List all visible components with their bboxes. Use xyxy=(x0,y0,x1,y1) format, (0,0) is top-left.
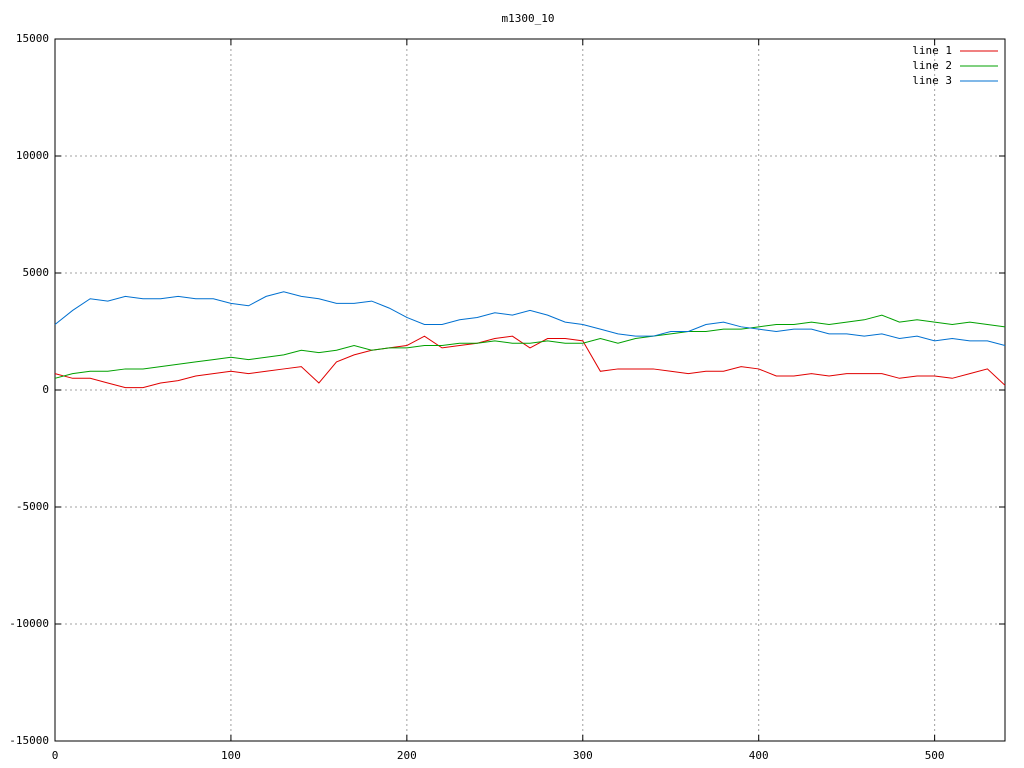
x-tick-label: 200 xyxy=(397,749,417,762)
x-tick-label: 0 xyxy=(52,749,59,762)
y-tick-label: 10000 xyxy=(16,149,49,162)
x-tick-label: 300 xyxy=(573,749,593,762)
data-line xyxy=(54,291,1006,347)
x-tick-label: 100 xyxy=(221,749,241,762)
data-line xyxy=(54,314,1006,379)
y-tick-label: 0 xyxy=(42,383,49,396)
y-tick-label: -15000 xyxy=(9,734,49,747)
legend-label: line 2 xyxy=(912,59,952,72)
x-tick-label: 400 xyxy=(749,749,769,762)
legend-label: line 1 xyxy=(912,44,952,57)
data-line xyxy=(54,335,1006,389)
y-tick-label: -5000 xyxy=(16,500,49,513)
chart-title: m1300_10 xyxy=(502,12,555,25)
y-tick-label: 5000 xyxy=(23,266,50,279)
y-tick-label: -10000 xyxy=(9,617,49,630)
x-tick-label: 500 xyxy=(925,749,945,762)
y-tick-label: 15000 xyxy=(16,32,49,45)
legend-label: line 3 xyxy=(912,74,952,87)
